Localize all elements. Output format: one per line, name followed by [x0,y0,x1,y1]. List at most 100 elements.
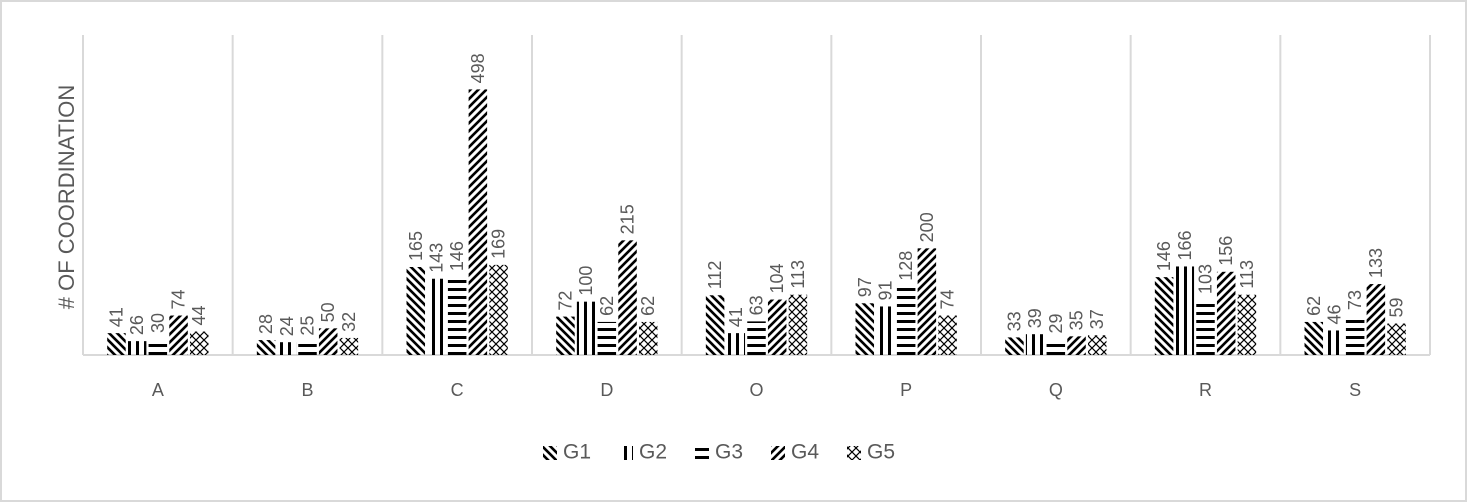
bar [767,299,787,355]
value-label: 26 [127,315,147,335]
value-label: 113 [1237,260,1257,289]
value-label: 73 [1345,290,1365,310]
value-label: 74 [169,290,189,310]
legend-swatch [543,446,557,460]
value-label: 166 [1175,230,1195,260]
value-label: 97 [855,277,875,297]
bar [1216,271,1236,355]
bar [1025,334,1045,355]
bar [1366,284,1386,355]
value-label: 25 [298,316,318,336]
value-label: 113 [788,260,808,289]
value-label: 41 [106,307,126,327]
x-tick-label: R [1199,380,1212,400]
bar [256,340,276,355]
value-label: 72 [555,291,575,311]
bar [406,267,426,355]
bar [876,306,895,355]
x-tick-label: A [152,380,164,400]
value-label: 28 [256,314,276,334]
value-label: 146 [1154,241,1174,271]
value-label: 146 [447,241,467,271]
value-label: 143 [426,243,446,273]
x-tick-label: D [600,380,613,400]
bar [556,316,575,355]
bar [339,337,359,355]
value-label: 91 [875,280,895,300]
bar [489,264,508,355]
value-label: 59 [1387,298,1407,318]
bar [277,342,297,355]
legend-label: G4 [791,441,819,464]
value-label: 46 [1324,304,1344,324]
value-label: 128 [896,251,916,281]
legend-swatch [695,446,709,460]
bar [1304,321,1324,355]
bar [705,295,725,355]
value-label: 35 [1067,310,1087,330]
value-label: 29 [1046,314,1066,334]
legend-swatch [771,446,785,460]
value-label: 30 [148,313,168,333]
x-tick-label: C [451,380,464,400]
bar [298,341,317,355]
bar [1175,266,1195,355]
value-label: 63 [747,295,767,315]
legend-label: G2 [639,441,667,464]
bar [427,278,446,355]
bar [747,321,766,355]
value-label: 33 [1004,311,1024,331]
legend-swatch [847,446,861,460]
bar [1325,330,1344,355]
value-label: 37 [1087,309,1107,329]
bar [638,321,658,355]
bar [896,286,916,355]
bar [917,248,937,355]
value-label: 41 [726,307,746,327]
value-label: 32 [339,312,359,332]
bar [1005,337,1024,355]
value-label: 200 [917,212,937,242]
bar [597,321,617,355]
legend-swatch [619,446,633,460]
bar [1196,300,1215,355]
value-label: 39 [1025,308,1045,328]
value-label: 112 [705,261,725,290]
value-label: 165 [406,231,426,261]
value-label: 62 [597,296,617,316]
value-label: 169 [489,229,509,259]
bar [169,315,188,355]
x-tick-label: B [301,380,313,400]
value-label: 44 [189,306,209,326]
bar [618,240,637,355]
bar [1345,316,1365,355]
value-label: 62 [638,296,658,316]
bar [788,294,808,355]
legend-label: G5 [867,441,895,464]
bar [189,331,209,355]
bar [148,339,168,355]
value-label: 103 [1196,264,1216,294]
value-label: 62 [1304,296,1324,316]
value-label: 133 [1366,248,1386,278]
bar [938,315,957,355]
x-tick-label: S [1349,380,1361,400]
bar [127,341,147,355]
value-label: 215 [618,204,638,234]
bar [107,333,126,355]
bar [1067,336,1086,355]
bar [447,277,467,355]
value-label: 104 [767,263,787,293]
bar [1087,335,1107,355]
value-label: 74 [938,290,958,310]
bar [855,303,875,355]
bar [1237,294,1257,355]
value-label: 50 [318,302,338,322]
x-tick-label: O [749,380,763,400]
y-axis-title: # OF COORDINATION [54,85,79,310]
x-tick-label: P [900,380,912,400]
x-tick-label: Q [1049,380,1063,400]
value-label: 498 [468,53,488,83]
